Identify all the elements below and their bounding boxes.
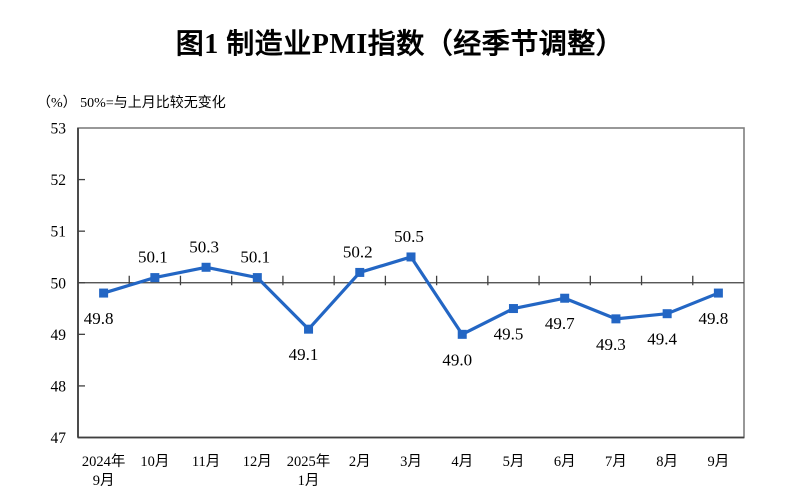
data-point-label: 49.3 xyxy=(596,335,626,354)
x-tick-label: 6月 xyxy=(554,454,576,470)
data-point-label: 50.1 xyxy=(138,248,168,267)
data-point-marker xyxy=(713,288,723,298)
x-tick-label: 1月 xyxy=(298,473,320,489)
chart-title: 图1 制造业PMI指数（经季节调整） xyxy=(175,29,625,60)
data-point-marker xyxy=(508,304,518,314)
data-point-label: 49.4 xyxy=(647,330,677,349)
x-tick-label: 2月 xyxy=(349,454,371,470)
x-tick-label: 8月 xyxy=(656,454,678,470)
data-point-label: 50.1 xyxy=(240,248,270,267)
data-point-marker xyxy=(406,252,416,262)
x-tick-label: 2025年 xyxy=(287,453,331,470)
data-point-label: 49.7 xyxy=(545,314,575,333)
y-tick-label: 49 xyxy=(51,327,67,344)
x-tick-label: 12月 xyxy=(243,454,272,470)
x-axis-labels: 2024年 9月 10月 11月 12月 2025年 1月 2月 3月 4月 5月 6月 7月 8月 9月 xyxy=(82,453,729,489)
data-point-label: 49.8 xyxy=(84,309,114,328)
data-point-marker xyxy=(457,329,467,339)
data-point-marker xyxy=(662,309,672,319)
data-point-label: 50.2 xyxy=(343,242,373,261)
x-tick-label: 2024年 xyxy=(82,453,126,470)
data-series-line xyxy=(99,252,723,339)
data-labels: 49.8 50.1 50.3 50.1 49.1 50.2 50.5 49.0 49.5 49.7… xyxy=(84,227,729,369)
data-point-marker xyxy=(611,314,621,324)
data-point-label: 49.1 xyxy=(289,345,319,364)
y-tick-label: 52 xyxy=(51,172,67,189)
data-point-marker xyxy=(252,273,262,283)
data-point-marker xyxy=(560,293,570,303)
x-tick-label: 4月 xyxy=(451,454,473,470)
x-tick-label: 3月 xyxy=(400,454,422,470)
y-tick-label: 51 xyxy=(51,224,67,241)
y-tick-label: 47 xyxy=(51,430,67,447)
data-point-label: 49.0 xyxy=(442,350,472,369)
reference-line-50 xyxy=(78,275,744,286)
x-tick-label: 9月 xyxy=(93,473,115,489)
x-tick-label: 7月 xyxy=(605,454,627,470)
data-point-marker xyxy=(304,324,314,334)
x-tick-label: 11月 xyxy=(192,454,220,470)
y-tick-label: 48 xyxy=(51,378,67,395)
data-point-label: 50.3 xyxy=(189,237,219,256)
data-point-label: 49.8 xyxy=(699,309,729,328)
data-point-marker xyxy=(150,273,160,283)
data-point-label: 50.5 xyxy=(394,227,424,246)
data-point-marker xyxy=(99,288,109,298)
data-point-label: 49.5 xyxy=(494,325,524,344)
x-tick-label: 10月 xyxy=(140,454,169,470)
y-axis: 47 48 49 50 51 52 53 xyxy=(51,121,85,447)
axis-unit-note: （%） 50%=与上月比较无变化 xyxy=(37,96,226,111)
x-tick-label: 5月 xyxy=(503,454,525,470)
x-tick-label: 9月 xyxy=(708,454,730,470)
data-point-marker xyxy=(355,267,365,277)
data-point-marker xyxy=(201,262,211,272)
y-tick-label: 53 xyxy=(51,121,67,138)
y-tick-label: 50 xyxy=(51,275,67,292)
